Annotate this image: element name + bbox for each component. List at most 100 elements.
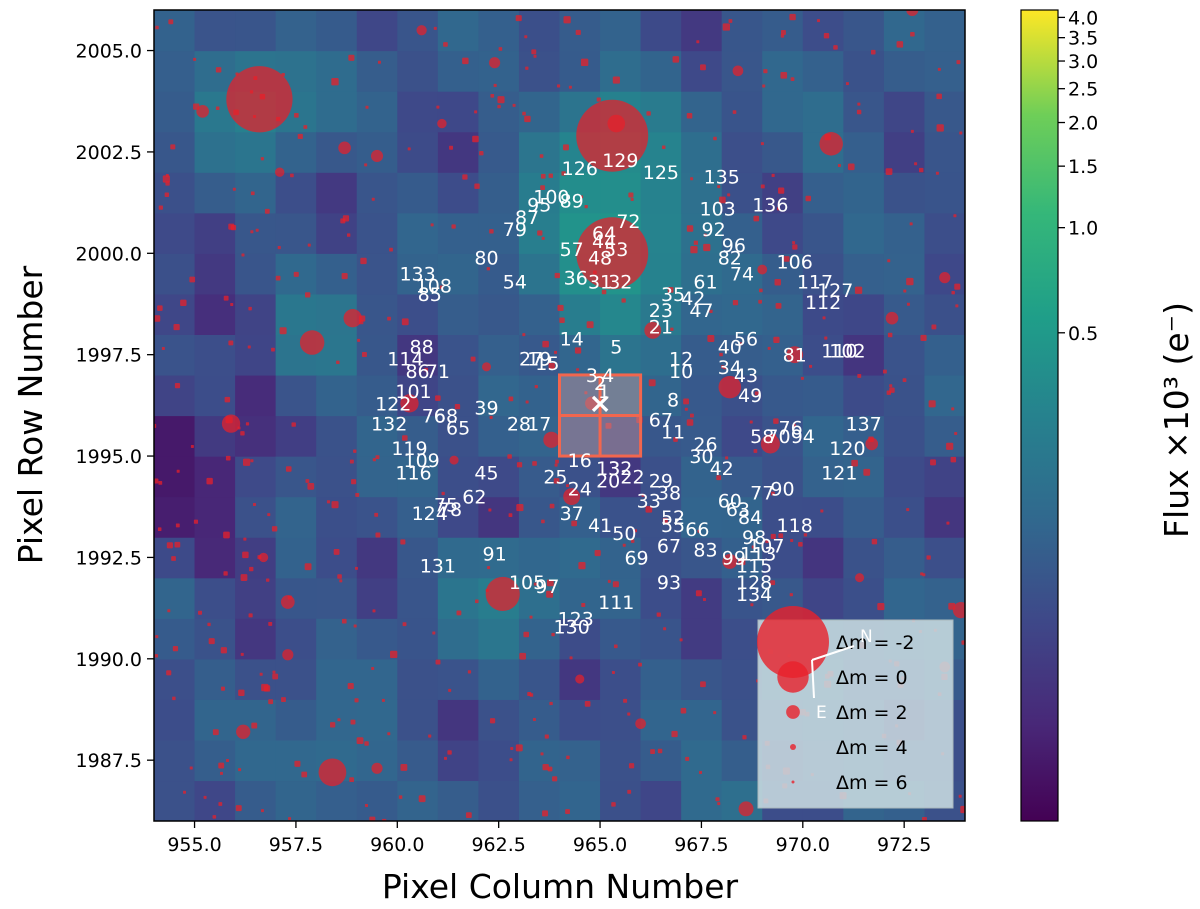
faint-star-marker xyxy=(713,711,717,715)
faint-star-marker xyxy=(780,30,786,35)
aperture: × xyxy=(558,373,643,458)
source-label: 29 xyxy=(649,470,673,492)
faint-star-marker xyxy=(648,379,656,387)
faint-star-marker xyxy=(547,766,553,772)
source-label: 72 xyxy=(616,211,640,233)
heatmap-pixel xyxy=(154,334,196,376)
heatmap-pixel xyxy=(600,334,642,376)
faint-star-marker xyxy=(333,549,340,555)
source-label: 30 xyxy=(689,446,713,468)
plot-frame xyxy=(153,9,966,822)
heatmap-pixel xyxy=(275,456,317,498)
heatmap-pixel xyxy=(235,415,277,457)
faint-star-marker xyxy=(686,225,694,232)
heatmap-pixel xyxy=(518,739,561,782)
colorbar-tick-label: 4.0 xyxy=(1068,7,1098,29)
faint-star-marker xyxy=(293,271,299,277)
faint-star-marker xyxy=(552,776,558,782)
heatmap-pixel xyxy=(883,91,926,133)
faint-star-marker xyxy=(773,336,780,343)
source-label: 120 xyxy=(829,438,865,460)
heatmap-pixel xyxy=(356,50,398,92)
heatmap-pixel xyxy=(478,658,520,700)
faint-star-marker xyxy=(656,612,661,617)
faint-star-marker xyxy=(264,208,270,214)
heatmap-pixel xyxy=(600,699,642,741)
faint-star-marker xyxy=(561,171,566,176)
heatmap-pixel xyxy=(559,172,601,214)
source-label: 34 xyxy=(718,357,742,379)
heatmap-pixel xyxy=(194,658,236,700)
source-label: 113 xyxy=(740,543,776,565)
heatmap-pixel xyxy=(924,212,965,254)
bright-star-marker xyxy=(952,602,965,619)
faint-star-marker xyxy=(765,539,769,544)
faint-star-marker xyxy=(774,279,781,286)
faint-star-marker xyxy=(936,93,942,100)
faint-star-marker xyxy=(702,598,706,602)
source-label: 44 xyxy=(592,231,616,253)
source-label: 119 xyxy=(391,438,427,460)
y-tick-label: 1987.5 xyxy=(76,750,142,772)
heatmap-pixel xyxy=(518,91,561,133)
heatmap-pixel xyxy=(235,293,277,335)
faint-star-marker xyxy=(686,419,694,426)
faint-star-marker xyxy=(719,352,723,357)
legend-label: Δm = 2 xyxy=(836,702,908,724)
bright-stars xyxy=(196,10,965,817)
faint-star-marker xyxy=(508,513,513,517)
heatmap-pixel xyxy=(194,131,236,173)
faint-star-marker xyxy=(172,645,179,652)
faint-star-marker xyxy=(601,289,607,295)
heatmap-pixel xyxy=(681,496,723,538)
source-label: 71 xyxy=(426,361,450,383)
faint-star-marker xyxy=(331,78,339,86)
faint-star-marker xyxy=(172,696,176,701)
heatmap-pixel xyxy=(316,699,358,741)
heatmap-pixel xyxy=(843,415,885,457)
faint-star-marker xyxy=(241,253,245,257)
heatmap-pixel xyxy=(762,537,804,579)
heatmap-pixel xyxy=(154,496,196,538)
faint-star-marker xyxy=(336,360,340,365)
heatmap-pixel xyxy=(883,415,926,457)
faint-star-marker xyxy=(739,342,743,346)
source-label: 110 xyxy=(821,341,857,363)
faint-star-marker xyxy=(443,42,448,47)
heatmap-pixel xyxy=(397,496,439,538)
source-label: 133 xyxy=(399,264,435,286)
source-label: 75 xyxy=(434,495,458,517)
heatmap-pixel xyxy=(154,50,196,92)
heatmap-pixel xyxy=(600,456,642,498)
faint-star-marker xyxy=(586,321,594,329)
faint-star-marker xyxy=(954,283,961,290)
source-label: 60 xyxy=(718,491,742,513)
heatmap-pixel xyxy=(437,172,479,214)
source-label: 3 xyxy=(586,365,598,387)
faint-star-marker xyxy=(212,729,219,736)
heatmap-pixel xyxy=(802,537,844,579)
faint-star-marker xyxy=(516,503,524,512)
source-label: 14 xyxy=(560,328,584,350)
heatmap-pixel xyxy=(437,131,479,173)
bright-star-marker xyxy=(400,394,419,413)
heatmap-pixel xyxy=(518,456,561,498)
faint-star-marker xyxy=(780,34,785,38)
source-label: 92 xyxy=(701,219,725,241)
faint-star-marker xyxy=(168,19,174,25)
faint-star-marker xyxy=(822,316,826,320)
source-label: 35 xyxy=(661,284,685,306)
heatmap-pixel xyxy=(397,253,439,295)
source-label: 40 xyxy=(718,337,742,359)
heatmap-pixel xyxy=(843,253,885,295)
faint-star-marker xyxy=(230,302,234,306)
heatmap-pixel xyxy=(681,50,723,92)
heatmap-pixel xyxy=(235,374,277,417)
faint-star-marker xyxy=(375,532,381,538)
faint-star-marker xyxy=(534,385,538,389)
bright-star-marker xyxy=(282,649,294,661)
faint-star-marker xyxy=(887,259,891,263)
legend-label: Δm = 6 xyxy=(836,772,908,794)
bright-star-marker xyxy=(576,99,649,172)
faint-star-marker xyxy=(523,631,530,638)
